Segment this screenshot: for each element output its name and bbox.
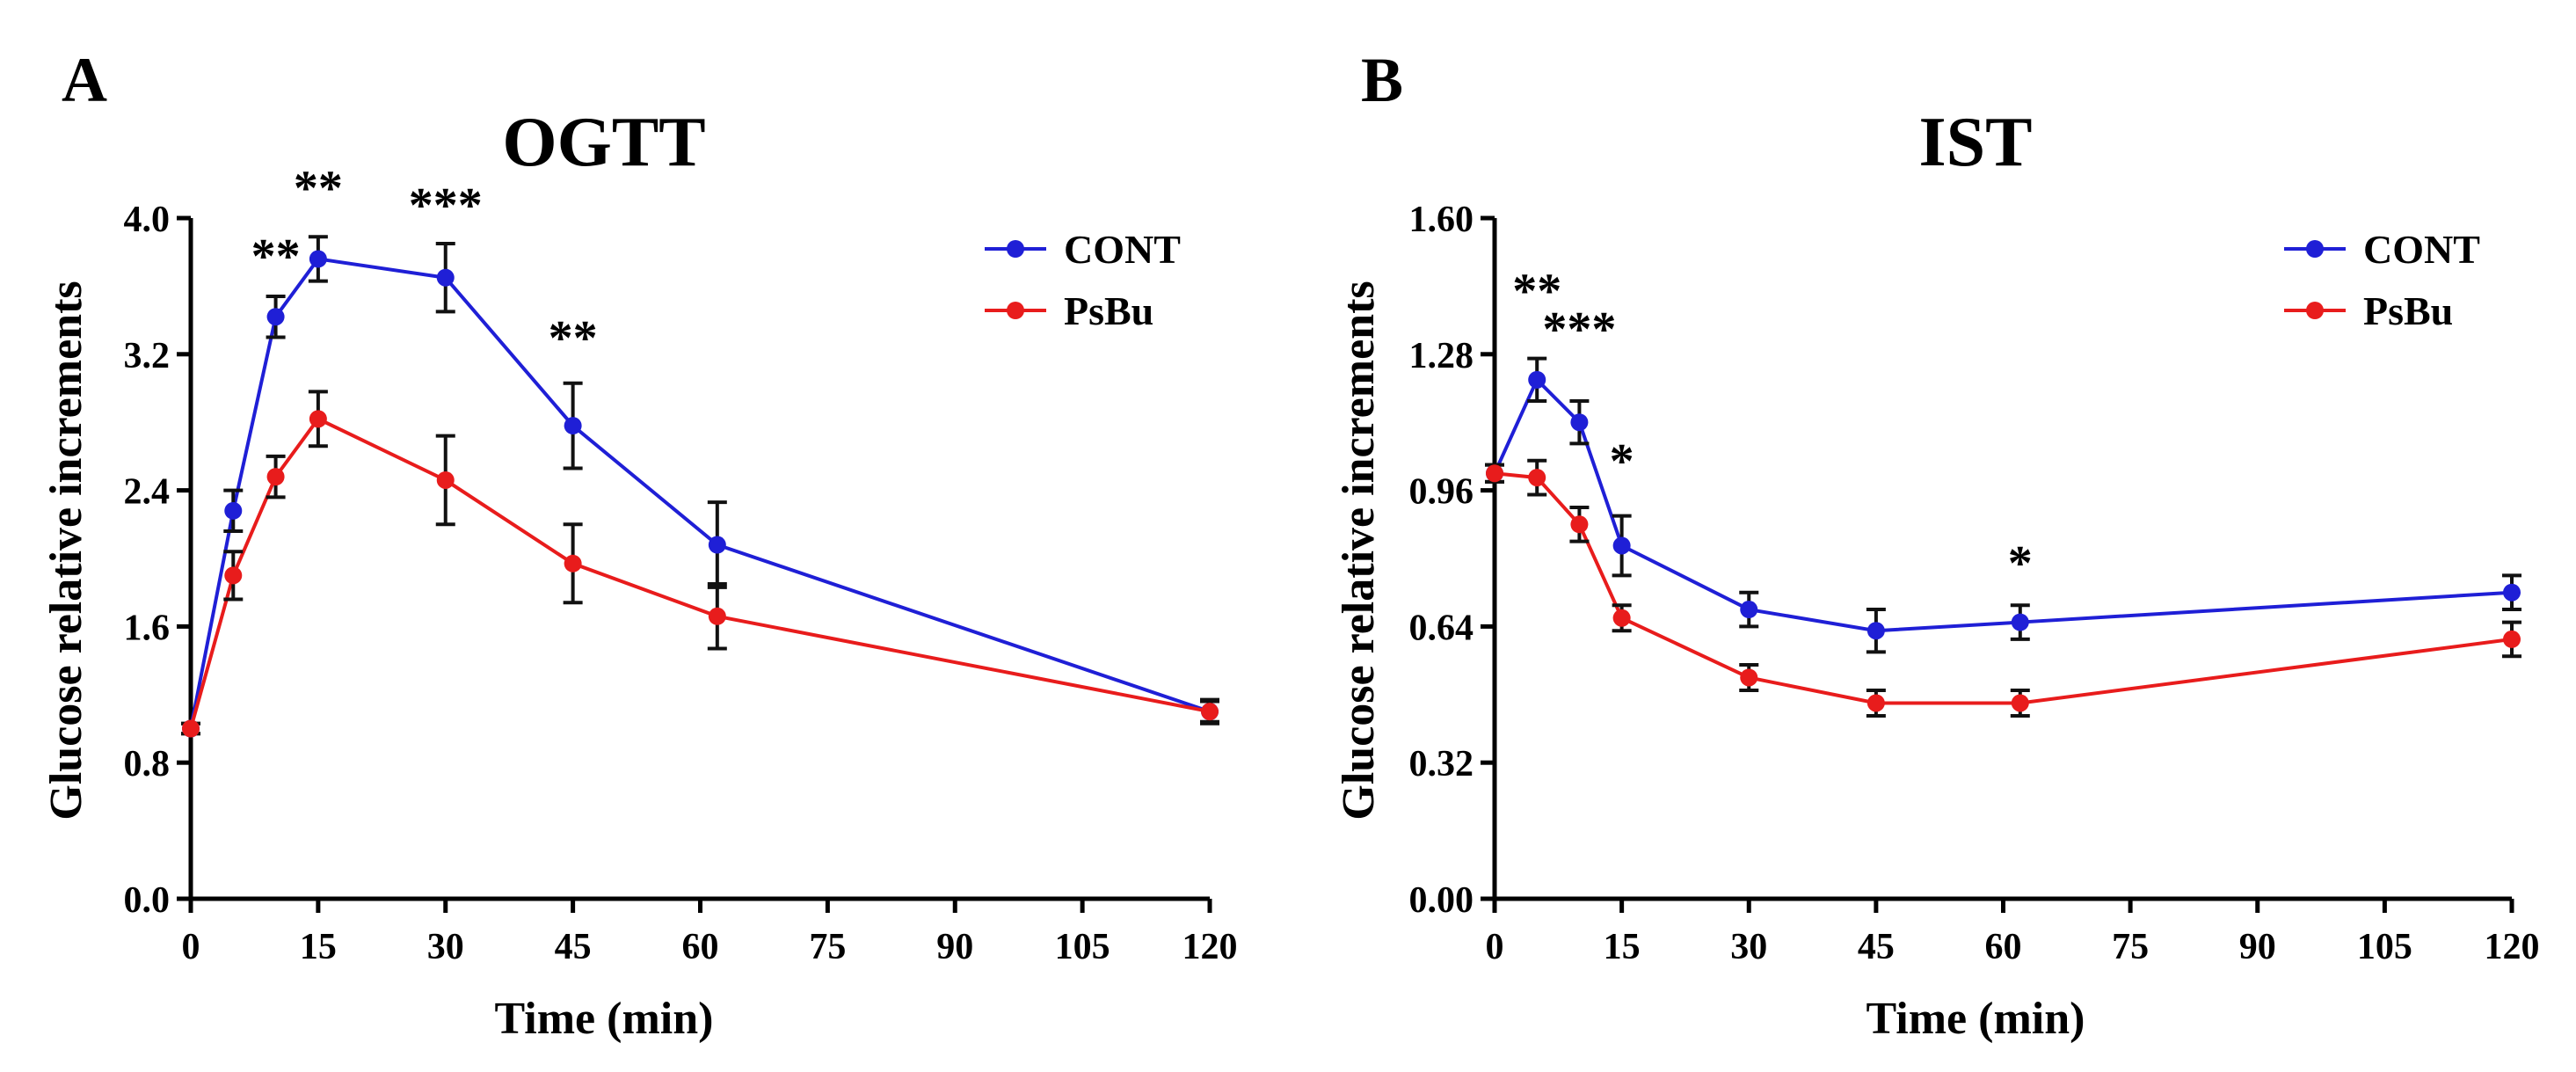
- x-tick-label: 105: [2357, 927, 2412, 967]
- data-point: [436, 470, 455, 489]
- data-point: [1201, 703, 1219, 721]
- chart-title: OGTT: [502, 104, 705, 181]
- data-point: [309, 250, 327, 268]
- data-point: [436, 268, 455, 287]
- data-point: [224, 566, 243, 585]
- data-point: [1740, 668, 1758, 687]
- x-tick-label: 30: [1730, 927, 1767, 967]
- panel-letter-a: A: [62, 45, 107, 115]
- y-axis-label: Glucose relative increments: [1334, 281, 1384, 820]
- data-point: [1740, 601, 1758, 619]
- data-point: [2011, 694, 2029, 712]
- series-line: [1493, 376, 2513, 633]
- y-tick-label: 0.00: [1409, 880, 1474, 921]
- y-tick-label: 1.28: [1409, 336, 1474, 376]
- x-tick-label: 90: [936, 927, 973, 967]
- x-tick-label: 75: [809, 927, 846, 967]
- data-point: [1528, 370, 1546, 389]
- series-psbu: [1485, 458, 2521, 718]
- series-line: [189, 257, 1211, 729]
- significance-annotation: *: [2008, 536, 2033, 591]
- data-point: [1528, 469, 1546, 487]
- data-point: [1486, 464, 1503, 483]
- y-tick-label: 2.4: [124, 472, 171, 513]
- series-cont: [1485, 356, 2521, 654]
- data-point: [2011, 613, 2029, 631]
- series-line: [189, 416, 1211, 730]
- significance-annotation: **: [294, 162, 343, 216]
- x-tick-label: 120: [2485, 927, 2540, 967]
- panel-b: B IST Time (min) Glucose relative increm…: [1334, 45, 2540, 1044]
- data-point: [564, 554, 582, 572]
- significance-annotation: ***: [1542, 303, 1616, 357]
- significance-annotation: **: [1512, 265, 1561, 319]
- y-tick-label: 4.0: [124, 200, 171, 240]
- legend-label: PsBu: [1064, 288, 1153, 333]
- y-tick-label: 0.0: [124, 880, 171, 921]
- significance-annotation: **: [251, 230, 301, 284]
- y-tick-label: 0.64: [1409, 608, 1474, 648]
- legend-label: CONT: [2363, 227, 2480, 272]
- y-tick-label: 3.2: [124, 336, 171, 376]
- data-point: [182, 719, 200, 738]
- x-tick-label: 15: [1604, 927, 1641, 967]
- x-axis-label: Time (min): [495, 994, 714, 1044]
- data-point: [564, 417, 582, 435]
- legend-label: PsBu: [2363, 288, 2453, 333]
- panel-letter-b: B: [1361, 45, 1403, 115]
- x-tick-label: 120: [1182, 927, 1238, 967]
- data-point: [1612, 609, 1631, 627]
- data-point: [1867, 694, 1885, 712]
- y-tick-label: 0.96: [1409, 472, 1474, 513]
- data-point: [266, 308, 285, 326]
- y-tick-label: 0.32: [1409, 744, 1474, 784]
- legend-marker: [1007, 240, 1024, 258]
- series-line: [1494, 471, 2513, 705]
- data-point: [708, 536, 726, 554]
- data-point: [708, 607, 726, 625]
- y-axis-label: Glucose relative increments: [41, 281, 91, 820]
- x-tick-label: 60: [1985, 927, 2022, 967]
- data-point: [309, 410, 327, 428]
- data-point: [224, 501, 243, 520]
- x-tick-label: 45: [1858, 927, 1895, 967]
- significance-annotation: ***: [409, 179, 483, 233]
- x-tick-label: 0: [182, 927, 200, 967]
- legend-marker: [2306, 302, 2324, 319]
- data-point: [1867, 622, 1885, 640]
- panel-a: A OGTT Time (min) Glucose relative incre…: [41, 45, 1238, 1044]
- x-tick-label: 75: [2112, 927, 2149, 967]
- data-point: [1570, 413, 1589, 432]
- x-tick-label: 45: [555, 927, 592, 967]
- x-tick-label: 105: [1055, 927, 1110, 967]
- series-psbu: [181, 390, 1219, 738]
- series-cont: [181, 235, 1219, 738]
- y-tick-label: 1.60: [1409, 200, 1474, 240]
- data-point: [266, 468, 285, 486]
- x-axis-label: Time (min): [1867, 994, 2085, 1044]
- data-point: [2503, 630, 2521, 648]
- legend-marker: [1007, 302, 1024, 319]
- chart-title: IST: [1919, 104, 2033, 181]
- legend-label: CONT: [1064, 227, 1181, 272]
- legend-marker: [2306, 240, 2324, 258]
- x-tick-label: 30: [427, 927, 464, 967]
- significance-annotation: **: [549, 311, 598, 366]
- x-tick-label: 90: [2239, 927, 2276, 967]
- y-tick-label: 1.6: [124, 608, 171, 648]
- significance-annotation: *: [1610, 434, 1634, 489]
- data-point: [1612, 536, 1631, 555]
- x-tick-label: 15: [300, 927, 337, 967]
- y-tick-label: 0.8: [124, 744, 171, 784]
- data-point: [2503, 583, 2521, 602]
- data-point: [1570, 515, 1589, 534]
- x-tick-label: 60: [682, 927, 719, 967]
- x-tick-label: 0: [1486, 927, 1504, 967]
